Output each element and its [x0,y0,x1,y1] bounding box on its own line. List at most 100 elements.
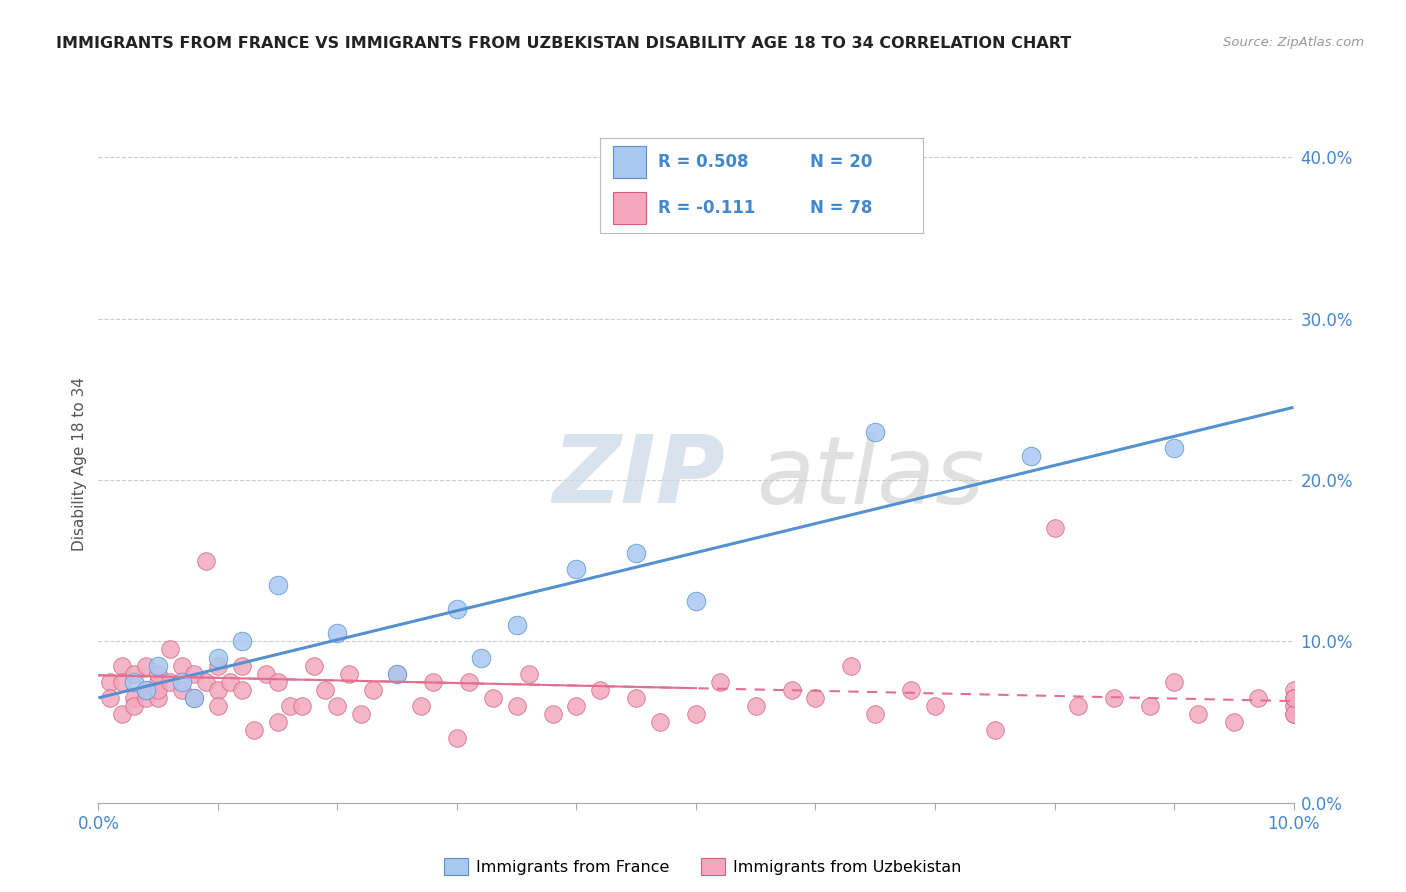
Point [124,690,146,705]
Point [148,690,170,705]
Point [1282,706,1305,721]
Point [183,690,205,705]
Point [291,698,314,713]
Point [865,706,887,721]
Point [183,666,205,681]
Point [100,690,122,705]
Point [159,642,181,657]
Point [685,706,707,721]
Point [589,682,612,697]
Point [172,674,194,689]
Point [1163,441,1185,455]
Point [159,674,181,689]
Point [1223,715,1246,730]
Point [506,618,529,632]
Point [446,731,468,746]
Point [148,658,170,673]
Point [267,715,290,730]
Point [804,182,827,196]
Point [1282,690,1305,705]
Point [207,658,229,673]
Point [124,698,146,713]
Point [124,674,146,689]
Point [326,626,349,640]
Point [1019,449,1042,463]
Point [481,690,505,705]
Point [135,690,157,705]
Text: atlas: atlas [756,432,984,523]
Point [111,658,134,673]
Text: ZIP: ZIP [553,432,725,524]
Point [1104,690,1126,705]
Point [1282,682,1305,697]
Point [100,674,122,689]
Point [984,723,1007,738]
Point [339,666,360,681]
Point [183,690,205,705]
Point [350,706,373,721]
Legend: Immigrants from France, Immigrants from Uzbekistan: Immigrants from France, Immigrants from … [440,854,966,880]
Point [745,698,768,713]
Point [326,698,349,713]
Point [148,666,170,681]
Point [385,666,409,681]
Point [1282,690,1305,705]
Point [385,666,409,681]
Point [924,698,946,713]
Point [470,650,492,665]
Point [1043,521,1066,535]
Point [1282,698,1305,713]
Point [231,682,253,697]
Point [135,658,157,673]
Point [446,602,468,616]
Point [626,546,648,560]
Point [565,562,588,576]
Point [315,682,337,697]
Point [900,682,922,697]
Point [231,658,253,673]
Point [626,690,648,705]
Point [219,674,242,689]
Point [302,658,325,673]
Text: IMMIGRANTS FROM FRANCE VS IMMIGRANTS FROM UZBEKISTAN DISABILITY AGE 18 TO 34 COR: IMMIGRANTS FROM FRANCE VS IMMIGRANTS FRO… [56,36,1071,51]
Point [422,674,444,689]
Point [1187,706,1209,721]
Point [135,682,157,697]
Point [267,674,290,689]
Point [458,674,481,689]
Point [254,666,277,681]
Point [541,706,564,721]
Point [1282,706,1305,721]
Point [1163,674,1185,689]
Point [195,674,218,689]
Point [243,723,266,738]
Point [411,698,433,713]
Point [650,715,672,730]
Point [804,690,827,705]
Point [111,706,134,721]
Point [685,594,707,608]
Point [148,674,170,689]
Point [207,650,229,665]
Point [207,698,229,713]
Text: Source: ZipAtlas.com: Source: ZipAtlas.com [1223,36,1364,49]
Point [231,634,253,648]
Point [172,682,194,697]
Point [1139,698,1161,713]
Point [841,658,863,673]
Point [124,666,146,681]
Point [363,682,385,697]
Point [111,674,134,689]
Point [565,698,588,713]
Point [278,698,301,713]
Point [517,666,540,681]
Point [780,682,803,697]
Point [267,578,290,592]
Point [195,554,218,568]
Point [207,682,229,697]
Point [506,698,529,713]
Point [172,658,194,673]
Point [865,425,887,439]
Point [148,682,170,697]
Point [709,674,731,689]
